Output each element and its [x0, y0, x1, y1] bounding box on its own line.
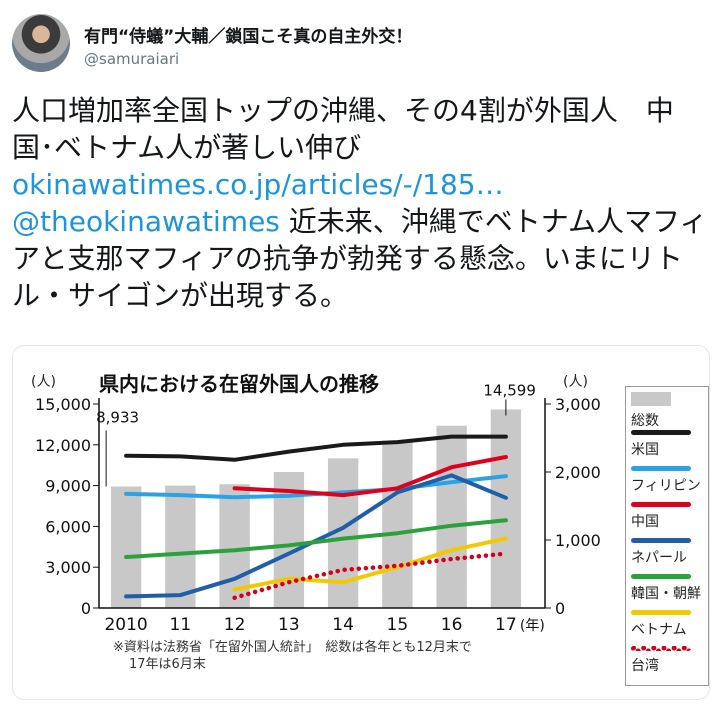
article-link[interactable]: okinawatimes.co.jp/articles/-/185… [12, 168, 504, 201]
tweet-text-line1: 人口増加率全国トップの沖縄、その4割が外国人 中国･ベトナム人が著しい伸び [12, 94, 674, 164]
user-handle[interactable]: @samuraiari [84, 50, 180, 68]
legend-label: ネパール [631, 550, 687, 566]
left-tick-label: 15,000 [35, 395, 91, 414]
mention-link[interactable]: @theokinawatimes [12, 205, 280, 238]
x-tick-label-16: 16 [441, 615, 463, 635]
bar-total-16 [436, 425, 467, 608]
right-tick-label: 2,000 [555, 463, 601, 482]
x-axis-suffix: (年) [520, 618, 545, 634]
left-tick-label: 12,000 [35, 436, 91, 455]
legend-item-フィリピン: フィリピン [631, 466, 709, 495]
legend-item-ネパール: ネパール [631, 538, 709, 567]
legend-item-総数: 総数 [631, 392, 709, 430]
legend-label: 韓国・朝鮮 [631, 586, 701, 602]
bar-total-17 [490, 409, 522, 608]
avatar[interactable] [12, 14, 70, 72]
legend-swatch [631, 430, 691, 435]
tweet-text: 人口増加率全国トップの沖縄、その4割が外国人 中国･ベトナム人が著しい伸び ok… [12, 92, 712, 314]
bar-total-15 [382, 440, 413, 608]
x-tick-label-14: 14 [332, 615, 354, 635]
legend-label: 中国 [631, 514, 659, 530]
chart-note-line1: ※資料は法務省「在留外国人統計」 総数は各年とも12月末で [113, 640, 472, 655]
legend-label: 米国 [631, 442, 659, 458]
right-tick-label: 0 [555, 599, 565, 618]
chart-svg: 県内における在留外国人の推移 (人) (人) 15,000 12,000 9,000 6,0… [31, 372, 601, 635]
left-axis-unit: (人) [31, 374, 56, 390]
chart-title: 県内における在留外国人の推移 [99, 372, 379, 396]
left-tick-label: 3,000 [45, 558, 91, 577]
chart-note-line2: 17年は6月末 [129, 657, 206, 672]
legend-item-韓国・朝鮮: 韓国・朝鮮 [631, 574, 709, 603]
legend-swatch [631, 646, 691, 651]
bar-total-2010 [110, 486, 142, 608]
legend-item-ベトナム: ベトナム [631, 610, 709, 639]
series-line-米国 [124, 434, 508, 462]
legend-swatch [631, 610, 691, 615]
tweet-text-line2: 近未来、沖縄でベトナム人マフィアと支那マフィアの抗争が勃発する懸念。いまにリトル… [12, 205, 708, 312]
x-tick-label-12: 12 [224, 615, 246, 635]
legend-swatch [631, 502, 691, 507]
legend-swatch [631, 574, 691, 579]
series-line-韓国・朝鮮 [124, 518, 508, 559]
left-tick-label: 9,000 [45, 477, 91, 496]
legend-label: フィリピン [631, 478, 701, 494]
tweet-header: 有門“侍蟻”大輔／鎖国こそ真の自主外交！ @samuraiari [12, 14, 712, 78]
annotation-first-total: 8,933 [96, 409, 139, 427]
x-tick-label-17: 17 [495, 615, 517, 635]
legend-label: 総数 [631, 413, 659, 429]
chart-area: 県内における在留外国人の推移 (人) (人) 15,000 12,000 9,000 6,0… [13, 346, 623, 699]
legend-item-米国: 米国 [631, 430, 709, 459]
chart-note: ※資料は法務省「在留外国人統計」 総数は各年とも12月末で 17年は6月末 [113, 639, 613, 673]
bar-total-11 [165, 485, 196, 608]
x-tick-label-15: 15 [387, 615, 409, 635]
series-line-ベトナム [232, 536, 508, 592]
right-tick-label: 1,000 [555, 531, 601, 550]
annotation-last-total: 14,599 [483, 381, 536, 399]
right-axis-unit: (人) [563, 374, 588, 390]
legend-label: ベトナム [631, 622, 687, 638]
legend-swatch [631, 392, 671, 406]
legend-swatch [631, 466, 691, 471]
legend-item-台湾: 台湾 [631, 646, 709, 675]
chart-legend: 総数米国フィリピン中国ネパール韓国・朝鮮ベトナム台湾 [625, 386, 709, 686]
legend-swatch [631, 538, 691, 543]
x-tick-label-11: 11 [170, 615, 192, 635]
series-line-中国 [232, 455, 508, 498]
legend-label: 台湾 [631, 658, 659, 674]
right-tick-label: 3,000 [555, 395, 601, 414]
left-tick-label: 0 [81, 599, 91, 618]
x-tick-label-2010: 2010 [104, 615, 147, 635]
left-tick-label: 6,000 [45, 517, 91, 536]
legend-box [625, 386, 709, 686]
chart-image-card[interactable]: 県内における在留外国人の推移 (人) (人) 15,000 12,000 9,000 6,0… [12, 345, 710, 700]
x-tick-label-13: 13 [278, 615, 300, 635]
display-name[interactable]: 有門“侍蟻”大輔／鎖国こそ真の自主外交！ [84, 27, 413, 47]
legend-item-中国: 中国 [631, 502, 709, 531]
